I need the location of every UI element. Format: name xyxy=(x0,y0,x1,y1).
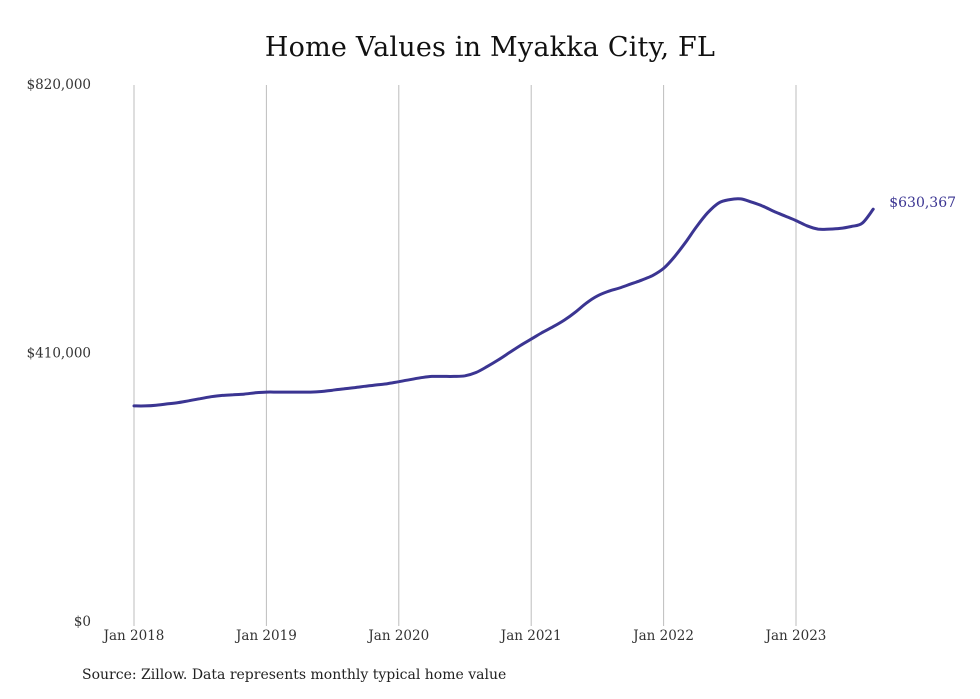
x-axis-ticks: Jan 2018 Jan 2019 Jan 2020 Jan 2021 Jan 2022… xyxy=(102,628,827,644)
end-value-label: $630,367 xyxy=(889,195,956,211)
source-note: Source: Zillow. Data represents monthly … xyxy=(82,667,507,683)
x-tick-label: Jan 2018 xyxy=(102,628,165,644)
x-tick-label: Jan 2023 xyxy=(764,628,827,644)
gridlines xyxy=(133,85,797,626)
x-tick-label: Jan 2022 xyxy=(631,628,694,644)
x-tick-label: Jan 2020 xyxy=(366,628,429,644)
y-tick-label: $820,000 xyxy=(27,77,91,93)
y-tick-label: $410,000 xyxy=(27,346,91,362)
home-value-line xyxy=(132,197,875,408)
chart-title: Home Values in Myakka City, FL xyxy=(264,32,716,63)
y-axis-ticks: $0 $410,000 $820,000 xyxy=(27,77,91,630)
data-labels: $630,367 xyxy=(889,195,956,211)
series-line xyxy=(132,197,875,408)
y-tick-label: $0 xyxy=(74,614,91,630)
x-tick-label: Jan 2021 xyxy=(499,628,562,644)
x-tick-label: Jan 2019 xyxy=(234,628,297,644)
